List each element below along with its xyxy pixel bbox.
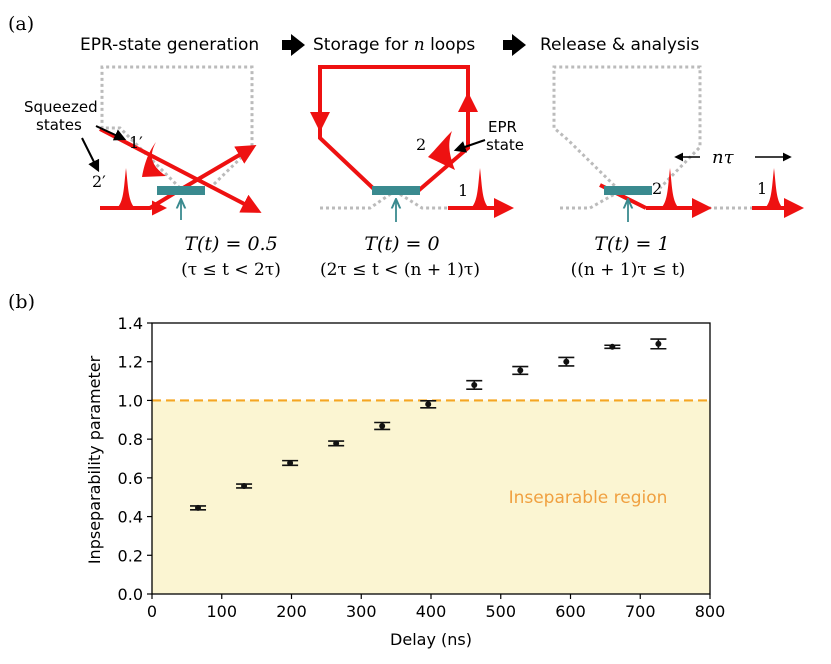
data-marker [333, 440, 340, 447]
y-tick-label: 0.0 [118, 585, 143, 604]
mode-2-out-label: 2 [652, 179, 662, 198]
data-point [190, 504, 207, 511]
data-marker [379, 422, 386, 429]
x-tick-label: 800 [695, 602, 726, 621]
storage-loop [318, 65, 470, 193]
pulse-mode2-out [662, 168, 678, 207]
x-tick-label: 300 [346, 602, 377, 621]
y-axis-label: Inpseparability parameter [85, 355, 104, 564]
stage-3-title: Release & analysis [540, 35, 699, 55]
idle-loop-path [100, 65, 254, 190]
plot-frame [151, 322, 711, 595]
x-tick-label: 600 [555, 602, 586, 621]
y-tick-label: 1.4 [118, 314, 143, 333]
data-point [374, 421, 391, 431]
data-point [328, 440, 345, 447]
pulse-2prime [118, 168, 134, 207]
data-marker [425, 401, 432, 408]
pulse-mode1 [472, 168, 488, 207]
epr-label-1: EPR [488, 118, 517, 136]
x-tick-label: 0 [147, 602, 157, 621]
squeezed-label-2: states [36, 116, 82, 134]
x-axis-ticks: 0 100 200 300 400 500 600 700 800 [147, 594, 725, 621]
panel-b-label: (b) [8, 291, 35, 313]
epr-label-2: state [486, 136, 524, 154]
pointer-arrow-1 [95, 125, 127, 141]
data-point [282, 459, 299, 467]
beam-splitter [372, 186, 420, 195]
y-tick-label: 0.2 [118, 546, 143, 565]
stage-arrow-2-icon [503, 34, 526, 56]
epr-pointer-arrow [453, 139, 486, 153]
x-tick-label: 700 [625, 602, 656, 621]
data-point [420, 400, 437, 409]
diagram-release: 2 1 nτ T(t) = 1 ((n + 1)τ ≤ t) [552, 65, 804, 280]
pointer-arrow-2 [81, 137, 100, 173]
y-tick-label: 1.2 [118, 353, 143, 372]
idle-input-path [320, 189, 396, 210]
pulse-mode2 [428, 131, 455, 170]
beam-splitter [157, 186, 205, 195]
beam-splitter [604, 186, 652, 195]
data-marker [609, 343, 616, 350]
panel-a-label: (a) [8, 13, 34, 35]
mode-2-label: 2 [416, 135, 426, 154]
x-tick-label: 400 [416, 602, 447, 621]
data-point [466, 379, 483, 391]
data-marker [195, 504, 202, 511]
stage-2-transmission: T(t) = 0 [364, 233, 439, 255]
delay-label: nτ [712, 147, 735, 168]
squeezed-label-1: Squeezed [24, 98, 98, 116]
stage-1-transmission: T(t) = 0.5 [184, 233, 277, 255]
mode-1prime-label: 1′ [129, 133, 143, 152]
data-marker [655, 340, 662, 347]
mode-1-out-label: 1 [757, 179, 767, 198]
y-tick-label: 1.0 [118, 391, 143, 410]
mode-2prime-label: 2′ [92, 172, 106, 191]
data-points [190, 338, 667, 511]
stage-2-title: Storage for n loops [313, 35, 475, 55]
panel-a: (a) EPR-state generation Storage for n l… [8, 13, 804, 280]
beam-1prime [99, 127, 262, 213]
data-marker [563, 358, 570, 365]
y-tick-label: 0.4 [118, 508, 143, 527]
panel-b: (b) Inseparable region 0.0 0.2 0.4 0.6 0.8 1.… [8, 291, 725, 649]
data-point [650, 338, 667, 350]
data-point [604, 343, 621, 350]
pulse-1prime [142, 142, 166, 177]
y-axis-ticks: 0.0 0.2 0.4 0.6 0.8 1.0 1.2 1.4 [118, 314, 152, 604]
x-tick-label: 500 [485, 602, 516, 621]
y-tick-label: 0.6 [118, 469, 143, 488]
data-marker [517, 367, 524, 374]
idle-loop-path [552, 65, 702, 210]
x-axis-label: Delay (ns) [390, 630, 472, 649]
inseparable-region-label: Inseparable region [509, 488, 668, 508]
stage-3-transmission: T(t) = 1 [594, 233, 669, 255]
x-tick-label: 100 [206, 602, 237, 621]
diagram-generation: Squeezed states 1′ 2′ T(t) = 0.5 (τ ≤ t … [24, 65, 281, 280]
data-marker [287, 459, 294, 466]
x-tick-label: 200 [276, 602, 307, 621]
stage-1-time: (τ ≤ t < 2τ) [181, 260, 281, 280]
mode-1-label: 1 [458, 181, 468, 200]
stage-1-title: EPR-state generation [80, 35, 259, 55]
data-point [512, 365, 529, 376]
stage-arrow-1-icon [282, 34, 305, 56]
stage-2-time: (2τ ≤ t < (n + 1)τ) [320, 260, 480, 280]
data-point [236, 482, 253, 489]
data-marker [471, 381, 478, 388]
y-tick-label: 0.8 [118, 430, 143, 449]
beam-to-loop [176, 144, 257, 193]
diagram-storage: EPR state 2 1 T(t) = 0 (2τ ≤ t < (n + 1)… [310, 65, 524, 280]
data-point [558, 356, 575, 367]
pulse-mode1-out [766, 168, 782, 207]
inseparable-region [152, 400, 710, 594]
data-marker [241, 482, 248, 489]
stage-3-time: ((n + 1)τ ≤ t) [571, 260, 686, 280]
